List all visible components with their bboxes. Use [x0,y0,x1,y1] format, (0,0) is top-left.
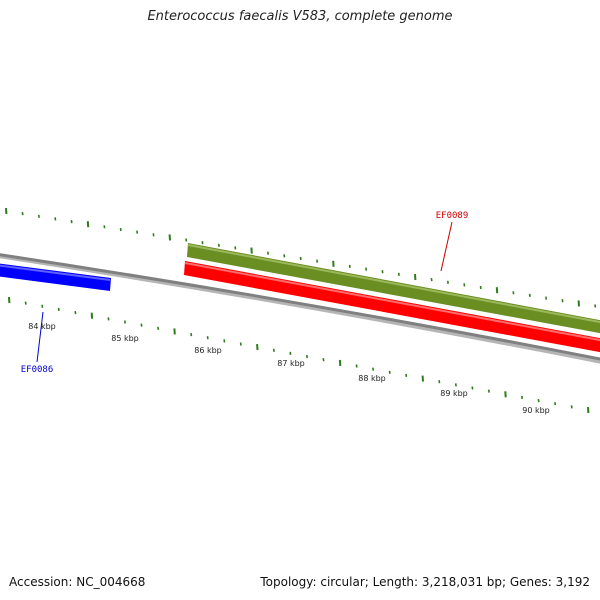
gene-ef0086-bar[interactable] [0,263,111,291]
gene-ef0086-leader-line [36,311,44,363]
page-title: Enterococcus faecalis V583, complete gen… [147,9,453,24]
ruler-label-85kbp: 85 kbp [111,334,139,343]
upper-tick-row [5,207,597,308]
genome-backbone [0,253,600,361]
ruler-label-89kbp: 89 kbp [440,389,468,398]
gene-ef0086-label[interactable]: EF0086 [21,365,54,375]
gene-ef0089-bar[interactable] [184,261,600,353]
ruler-label-86kbp: 86 kbp [194,346,222,355]
lower-tick-row [8,296,590,414]
gene-ef0089-label[interactable]: EF0089 [436,211,469,221]
ruler-label-84kbp: 84 kbp [28,322,56,331]
accession-text: Accession: NC_004668 [9,575,146,589]
ruler-labels: 84 kbp 85 kbp 86 kbp 87 kbp 88 kbp 89 kb… [28,322,550,415]
gene-ef0089-highlight [184,262,600,342]
gene-ef0089-leader-line [440,221,453,272]
ruler-label-88kbp: 88 kbp [358,374,386,383]
genome-summary-text: Topology: circular; Length: 3,218,031 bp… [260,575,590,589]
ruler-label-87kbp: 87 kbp [277,359,305,368]
ruler-label-90kbp: 90 kbp [522,406,550,415]
gene-forward-highlight [187,244,600,324]
gene-ef0086-highlight [0,264,111,281]
gene-forward-bar[interactable] [187,243,600,334]
